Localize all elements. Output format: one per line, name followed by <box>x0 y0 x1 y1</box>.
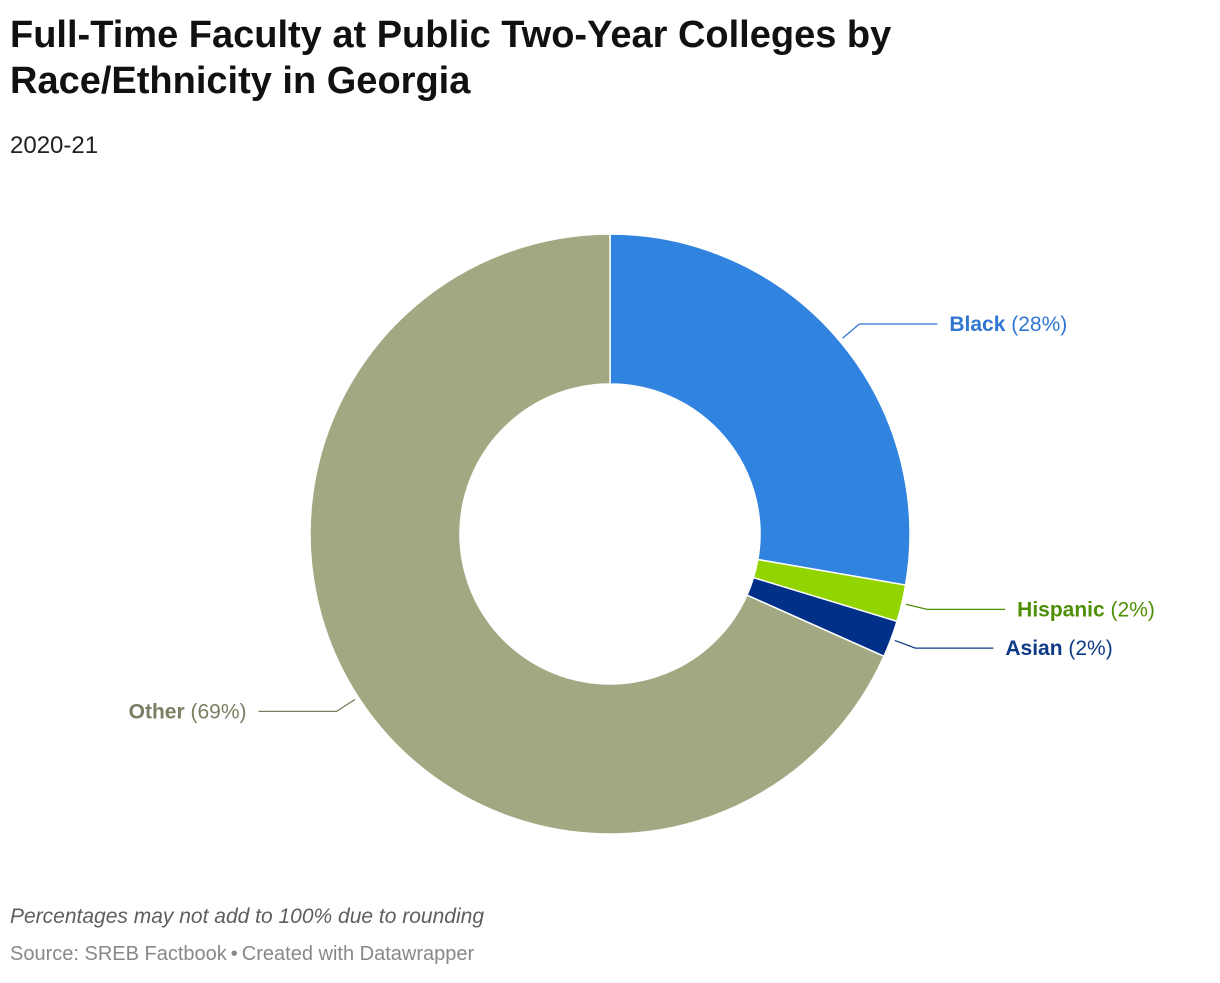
slice-label-asian: Asian (2%) <box>1005 637 1112 660</box>
chart-subtitle: 2020-21 <box>10 132 99 159</box>
slices-layer <box>309 233 911 835</box>
leader-line-black <box>842 323 938 339</box>
slice-label-name: Other <box>129 700 185 723</box>
slice-other <box>309 233 885 835</box>
slice-label-percent: (2%) <box>1105 598 1155 621</box>
leader-line-other <box>258 698 356 713</box>
slice-label-name: Hispanic <box>1017 598 1105 621</box>
slice-labels: Black (28%)Hispanic (2%)Asian (2%)Other … <box>129 313 1155 723</box>
credit-text: Created with Datawrapper <box>241 943 475 965</box>
slice-label-hispanic: Hispanic (2%) <box>1017 598 1155 621</box>
slice-label-percent: (69%) <box>185 700 247 723</box>
chart-title: Full-Time Faculty at Public Two-Year Col… <box>10 14 892 102</box>
chart-source: Source: SREB Factbook • Created with Dataw… <box>10 943 474 966</box>
source-separator: • <box>230 943 238 965</box>
slice-label-black: Black (28%) <box>949 313 1067 336</box>
slice-label-percent: (28%) <box>1005 313 1067 336</box>
source-text: Source: SREB Factbook <box>10 943 227 965</box>
slice-black <box>609 233 911 586</box>
slice-label-name: Asian <box>1005 637 1062 660</box>
leader-line-hispanic <box>905 603 1006 611</box>
slice-label-name: Black <box>949 313 1005 336</box>
chart-notes: Percentages may not add to 100% due to r… <box>10 905 484 928</box>
leader-lines <box>258 323 1006 713</box>
slice-label-percent: (2%) <box>1063 637 1113 660</box>
leader-line-asian <box>894 639 994 649</box>
slice-label-other: Other (69%) <box>129 700 247 723</box>
